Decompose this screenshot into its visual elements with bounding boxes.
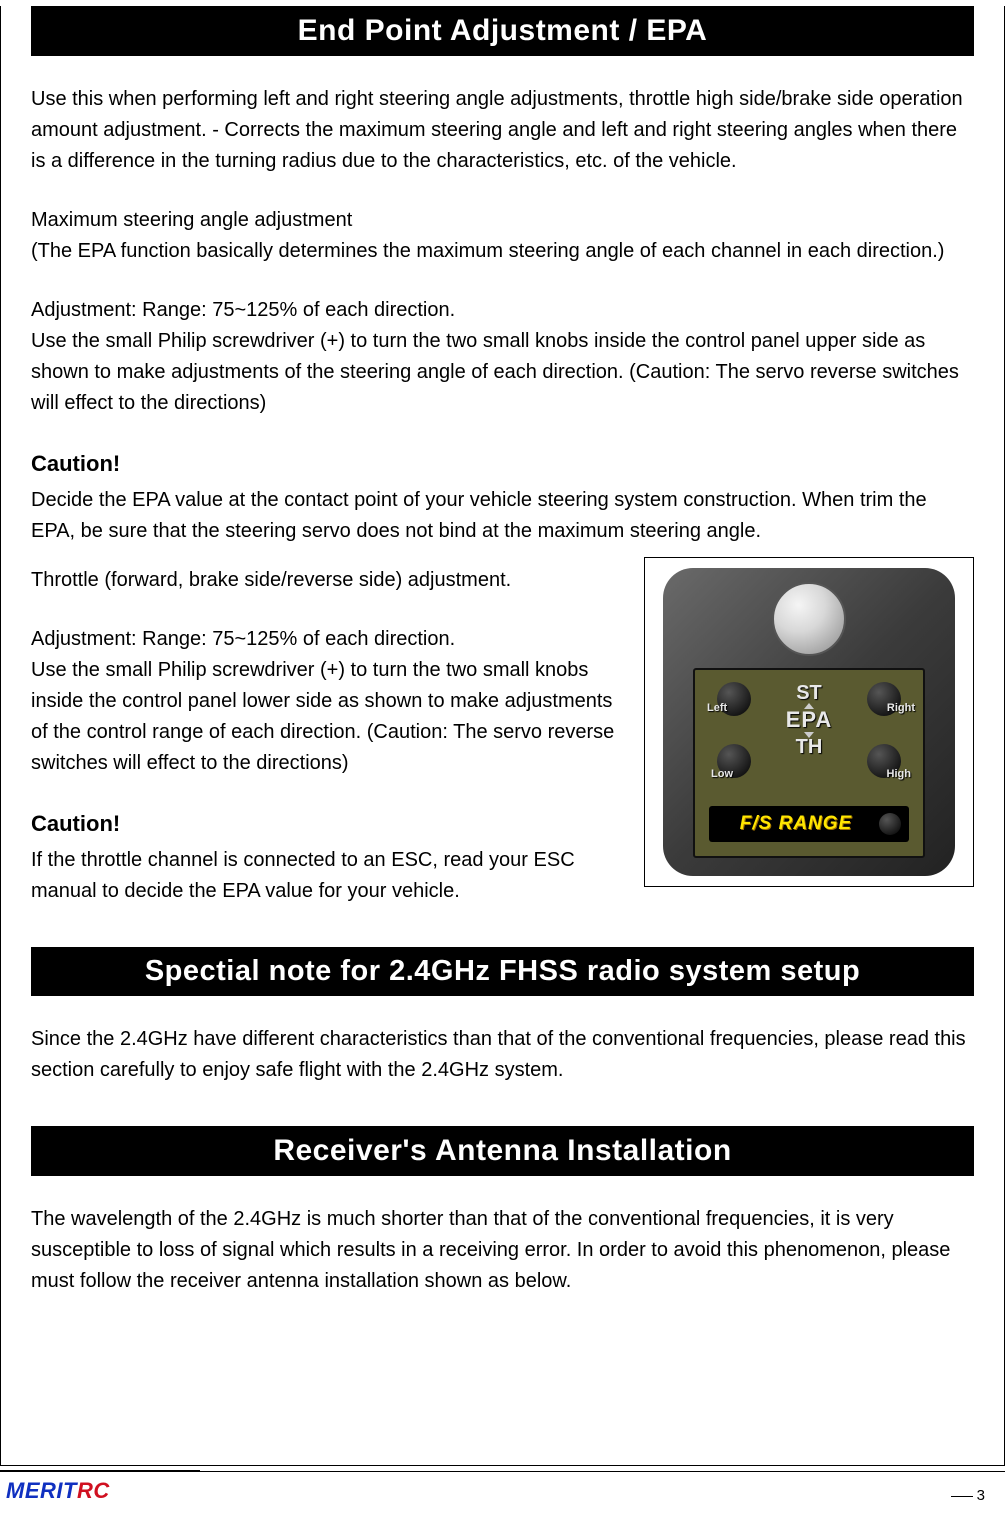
device-body: ST EPA TH Left Right Low High F/S RANGE	[663, 568, 955, 876]
epa-intro-paragraph: Use this when performing left and right …	[31, 84, 974, 177]
panel-label-epa: EPA	[786, 707, 833, 733]
epa-max-angle-line1: Maximum steering angle adjustment	[31, 209, 352, 231]
brand-part-1: MERIT	[6, 1478, 77, 1503]
page-footer: MERITRC 3	[0, 1471, 1005, 1514]
epa-adjust-instructions: Use the small Philip screwdriver (+) to …	[31, 330, 959, 414]
section-header-antenna: Receiver's Antenna Installation	[31, 1126, 974, 1176]
throttle-adjust-block: Adjustment: Range: 75~125% of each direc…	[31, 624, 620, 779]
section-header-epa: End Point Adjustment / EPA	[31, 6, 974, 56]
page-number: 3	[951, 1487, 985, 1504]
section-antenna-paragraph: The wavelength of the 2.4GHz is much sho…	[31, 1204, 974, 1297]
throttle-adjust-instructions: Use the small Philip screwdriver (+) to …	[31, 659, 614, 774]
epa-max-angle-line2: (The EPA function basically determines t…	[31, 240, 944, 262]
fs-range-label: F/S RANGE	[717, 813, 875, 835]
brand-logo: MERITRC	[6, 1478, 110, 1504]
top-dial-icon	[772, 582, 846, 656]
fs-range-bar: F/S RANGE	[709, 806, 909, 842]
epa-max-angle-block: Maximum steering angle adjustment (The E…	[31, 205, 974, 267]
epa-inner-panel: ST EPA TH Left Right Low High F/S RANGE	[693, 668, 925, 858]
caution-text-1: Decide the EPA value at the contact poin…	[31, 485, 974, 547]
caution-text-2: If the throttle channel is connected to …	[31, 845, 620, 907]
panel-label-high: High	[887, 768, 911, 780]
throttle-adjust-range: Adjustment: Range: 75~125% of each direc…	[31, 628, 455, 650]
control-panel-figure: ST EPA TH Left Right Low High F/S RANGE	[644, 557, 974, 887]
page-body: End Point Adjustment / EPA Use this when…	[0, 6, 1005, 1466]
section-header-24ghz: Spectial note for 2.4GHz FHSS radio syst…	[31, 947, 974, 996]
epa-adjust-range: Adjustment: Range: 75~125% of each direc…	[31, 299, 455, 321]
throttle-text-column: Throttle (forward, brake side/reverse si…	[31, 557, 620, 907]
throttle-row: Throttle (forward, brake side/reverse si…	[31, 557, 974, 907]
fs-range-knob-icon	[879, 813, 901, 835]
panel-label-right: Right	[887, 702, 915, 714]
panel-label-left: Left	[707, 702, 727, 714]
page-number-value: 3	[977, 1487, 985, 1504]
epa-adjust-block: Adjustment: Range: 75~125% of each direc…	[31, 295, 974, 419]
throttle-heading: Throttle (forward, brake side/reverse si…	[31, 565, 620, 596]
page-number-dash-icon	[951, 1496, 973, 1497]
section-24ghz-paragraph: Since the 2.4GHz have different characte…	[31, 1024, 974, 1086]
panel-label-th: TH	[796, 736, 823, 759]
caution-heading-1: Caution!	[31, 451, 974, 477]
brand-part-2: RC	[77, 1478, 110, 1503]
caution-heading-2: Caution!	[31, 811, 620, 837]
panel-label-low: Low	[711, 768, 733, 780]
panel-label-st: ST	[796, 682, 822, 705]
